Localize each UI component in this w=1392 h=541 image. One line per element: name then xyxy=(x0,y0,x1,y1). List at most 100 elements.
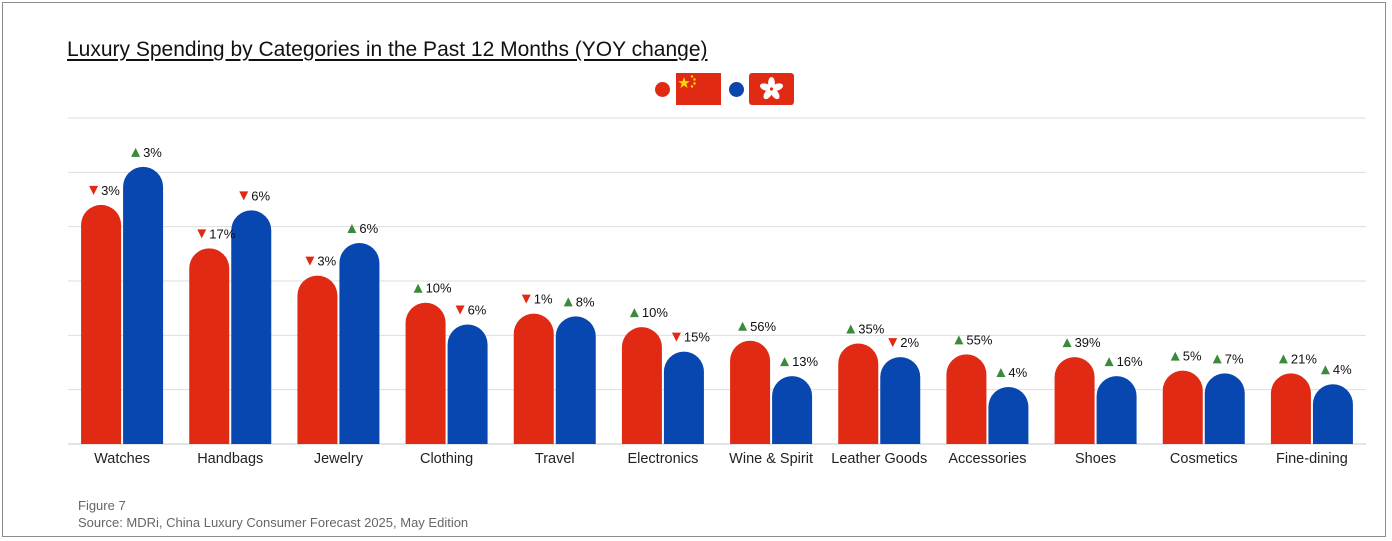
china-flag-icon xyxy=(676,73,721,105)
up-arrow-icon xyxy=(1278,354,1288,364)
change-value: 5% xyxy=(1183,349,1202,364)
bar-mainland xyxy=(838,343,879,444)
change-label-mainland: 55% xyxy=(954,332,993,347)
change-label-mainland: 56% xyxy=(738,319,777,334)
change-value: 55% xyxy=(966,332,992,347)
change-label-hongkong: 2% xyxy=(888,335,919,350)
up-arrow-icon xyxy=(629,308,639,318)
change-label-hongkong: 7% xyxy=(1212,351,1244,366)
bar-mainland xyxy=(189,248,230,444)
change-value: 2% xyxy=(900,335,919,350)
bar-mainland xyxy=(1270,373,1311,444)
down-arrow-icon xyxy=(305,256,315,266)
bar-mainland xyxy=(513,313,554,444)
change-value: 56% xyxy=(750,319,776,334)
chart-title: Luxury Spending by Categories in the Pas… xyxy=(67,38,708,61)
up-arrow-icon xyxy=(996,367,1006,377)
up-arrow-icon xyxy=(563,297,573,307)
bar-mainland xyxy=(1054,357,1095,444)
x-tick-label: Travel xyxy=(535,451,575,467)
figure-label: Figure 7 xyxy=(78,498,126,513)
x-tick-label: Fine-dining xyxy=(1276,451,1348,467)
bars xyxy=(81,166,1353,444)
down-arrow-icon xyxy=(888,338,898,348)
change-label-hongkong: 6% xyxy=(347,221,379,236)
change-labels: 3% 3% 17% 6% 3% 6% 10% 6% 1% 8% 10% 15% 56% 13% 35% 2% 5… xyxy=(89,145,1352,380)
change-value: 15% xyxy=(684,330,710,345)
change-label-mainland: 10% xyxy=(629,305,668,320)
change-label-hongkong: 6% xyxy=(239,188,270,203)
bar-mainland xyxy=(405,302,446,444)
legend-dot-hongkong xyxy=(729,82,744,97)
bar-hongkong xyxy=(447,324,488,444)
up-arrow-icon xyxy=(1320,365,1330,375)
change-label-mainland: 3% xyxy=(89,183,120,198)
bar-mainland xyxy=(946,354,987,444)
up-arrow-icon xyxy=(846,324,856,334)
up-arrow-icon xyxy=(1212,354,1222,364)
x-tick-label: Handbags xyxy=(197,451,263,467)
change-value: 10% xyxy=(642,305,668,320)
bar-hongkong xyxy=(231,210,272,444)
bar-hongkong xyxy=(339,242,380,444)
change-value: 7% xyxy=(1225,351,1244,366)
x-tick-label: Watches xyxy=(94,451,150,467)
up-arrow-icon xyxy=(1170,351,1180,361)
up-arrow-icon xyxy=(780,357,790,367)
change-value: 8% xyxy=(576,294,595,309)
change-value: 16% xyxy=(1117,354,1143,369)
change-label-hongkong: 15% xyxy=(671,330,710,345)
figure-source: Source: MDRi, China Luxury Consumer Fore… xyxy=(78,515,469,530)
change-label-hongkong: 8% xyxy=(563,294,595,309)
down-arrow-icon xyxy=(89,185,99,195)
bar-mainland xyxy=(621,327,662,444)
change-value: 6% xyxy=(359,221,378,236)
change-label-hongkong: 6% xyxy=(455,302,487,317)
change-label-mainland: 21% xyxy=(1278,351,1317,366)
change-label-mainland: 10% xyxy=(413,281,452,296)
change-value: 4% xyxy=(1333,362,1352,377)
change-value: 39% xyxy=(1075,335,1101,350)
change-value: 3% xyxy=(143,145,162,160)
figure-caption: Figure 7 Source: MDRi, China Luxury Cons… xyxy=(78,497,468,531)
bar-mainland xyxy=(81,204,122,444)
bar-hongkong xyxy=(663,351,704,444)
bar-hongkong xyxy=(1312,384,1353,444)
x-axis-tick-labels: Watches Handbags Jewelry Clothing Travel Elec… xyxy=(94,451,1348,467)
change-label-hongkong: 13% xyxy=(780,354,819,369)
change-value: 21% xyxy=(1291,351,1317,366)
x-tick-label: Clothing xyxy=(420,451,473,467)
change-label-hongkong: 4% xyxy=(1320,362,1352,377)
up-arrow-icon xyxy=(131,147,141,157)
down-arrow-icon xyxy=(455,305,465,315)
bar-hongkong xyxy=(1204,373,1245,444)
up-arrow-icon xyxy=(1104,357,1114,367)
bar-mainland xyxy=(730,340,771,444)
change-label-mainland: 5% xyxy=(1170,349,1202,364)
change-value: 13% xyxy=(792,354,818,369)
x-tick-label: Cosmetics xyxy=(1170,451,1238,467)
down-arrow-icon xyxy=(521,294,531,304)
change-value: 6% xyxy=(251,188,270,203)
change-value: 4% xyxy=(1008,365,1027,380)
up-arrow-icon xyxy=(413,283,423,293)
x-tick-label: Accessories xyxy=(948,451,1026,467)
change-label-hongkong: 3% xyxy=(131,145,162,160)
x-tick-label: Jewelry xyxy=(314,451,364,467)
change-label-mainland: 1% xyxy=(521,292,553,307)
x-tick-label: Wine & Spirit xyxy=(729,451,813,467)
change-label-mainland: 39% xyxy=(1062,335,1101,350)
bar-hongkong xyxy=(772,376,813,444)
change-label-mainland: 3% xyxy=(305,254,337,269)
x-tick-label: Leather Goods xyxy=(831,451,927,467)
change-label-hongkong: 4% xyxy=(996,365,1028,380)
change-label-hongkong: 16% xyxy=(1104,354,1143,369)
x-tick-label: Shoes xyxy=(1075,451,1116,467)
change-label-mainland: 17% xyxy=(197,226,236,241)
bar-hongkong xyxy=(1096,376,1137,444)
change-label-mainland: 35% xyxy=(846,321,885,336)
bar-hongkong xyxy=(123,166,164,444)
up-arrow-icon xyxy=(347,223,357,233)
gridlines xyxy=(68,117,1366,445)
